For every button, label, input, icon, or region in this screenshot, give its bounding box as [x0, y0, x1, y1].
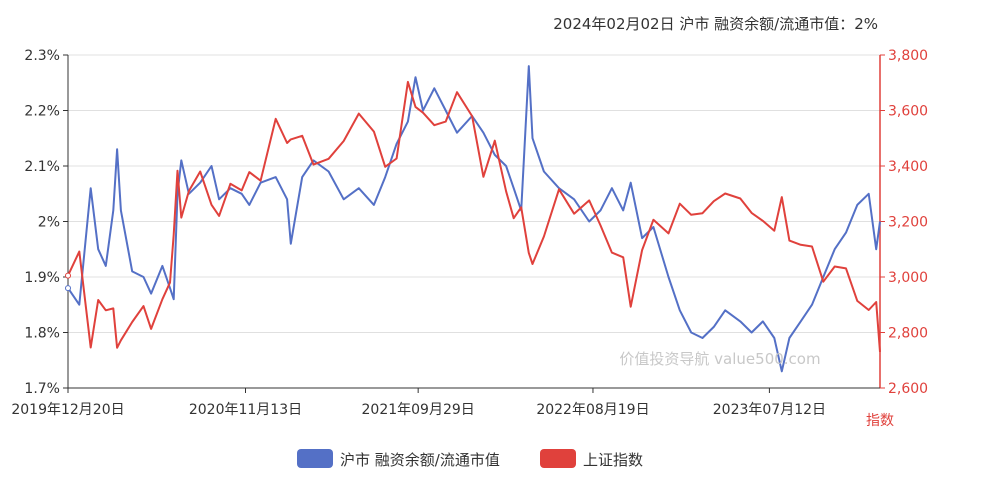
y-left-tick-label: 2.1%	[24, 159, 60, 175]
y-right-tick-label: 3,800	[888, 48, 928, 64]
axes-layer: 1.7% 2,600 1.8% 2,800 1.9% 3,000 2% 3,200 2.1% 3,…	[11, 48, 928, 418]
y-left-tick-label: 2%	[38, 215, 60, 231]
series-line-1	[67, 65, 881, 373]
right-axis-label: 指数	[866, 413, 894, 429]
series-start-marker-1	[65, 285, 71, 292]
y-right-tick-label: 3,400	[888, 159, 928, 175]
legend-label-series-2: 上证指数	[583, 451, 643, 469]
x-tick-label: 2020年11月13日	[189, 402, 302, 418]
grid-layer	[68, 54, 880, 389]
x-tick-label: 2022年08月19日	[536, 402, 649, 418]
series-start-marker-2	[65, 272, 71, 279]
y-right-tick-label: 3,200	[888, 215, 928, 231]
y-right-tick-label: 3,600	[888, 104, 928, 120]
y-right-tick-label: 3,000	[888, 270, 928, 286]
y-left-tick-label: 1.9%	[24, 270, 60, 286]
watermark-text: 价值投资导航 value500.com	[619, 350, 820, 368]
legend-item-series-1[interactable]: 沪市 融资余额/流通市值	[297, 449, 500, 469]
legend-swatch-series-1	[297, 449, 333, 468]
series-layer	[65, 65, 881, 373]
y-right-tick-label: 2,800	[888, 326, 928, 342]
y-left-tick-label: 2.2%	[24, 104, 60, 120]
chart-title: 2024年02月02日 沪市 融资余额/流通市值：2%	[553, 15, 878, 33]
x-tick-label: 2021年09月29日	[362, 402, 475, 418]
y-left-tick-label: 1.7%	[24, 381, 60, 397]
y-right-tick-label: 2,600	[888, 381, 928, 397]
y-left-tick-label: 2.3%	[24, 48, 60, 64]
x-tick-label: 2023年07月12日	[713, 402, 826, 418]
legend-item-series-2[interactable]: 上证指数	[540, 449, 643, 469]
x-tick-label: 2019年12月20日	[11, 402, 124, 418]
legend[interactable]: 沪市 融资余额/流通市值 上证指数	[297, 449, 643, 469]
legend-swatch-series-2	[540, 449, 576, 468]
legend-label-series-1: 沪市 融资余额/流通市值	[340, 451, 500, 469]
series-line-2	[67, 80, 881, 352]
y-left-tick-label: 1.8%	[24, 326, 60, 342]
